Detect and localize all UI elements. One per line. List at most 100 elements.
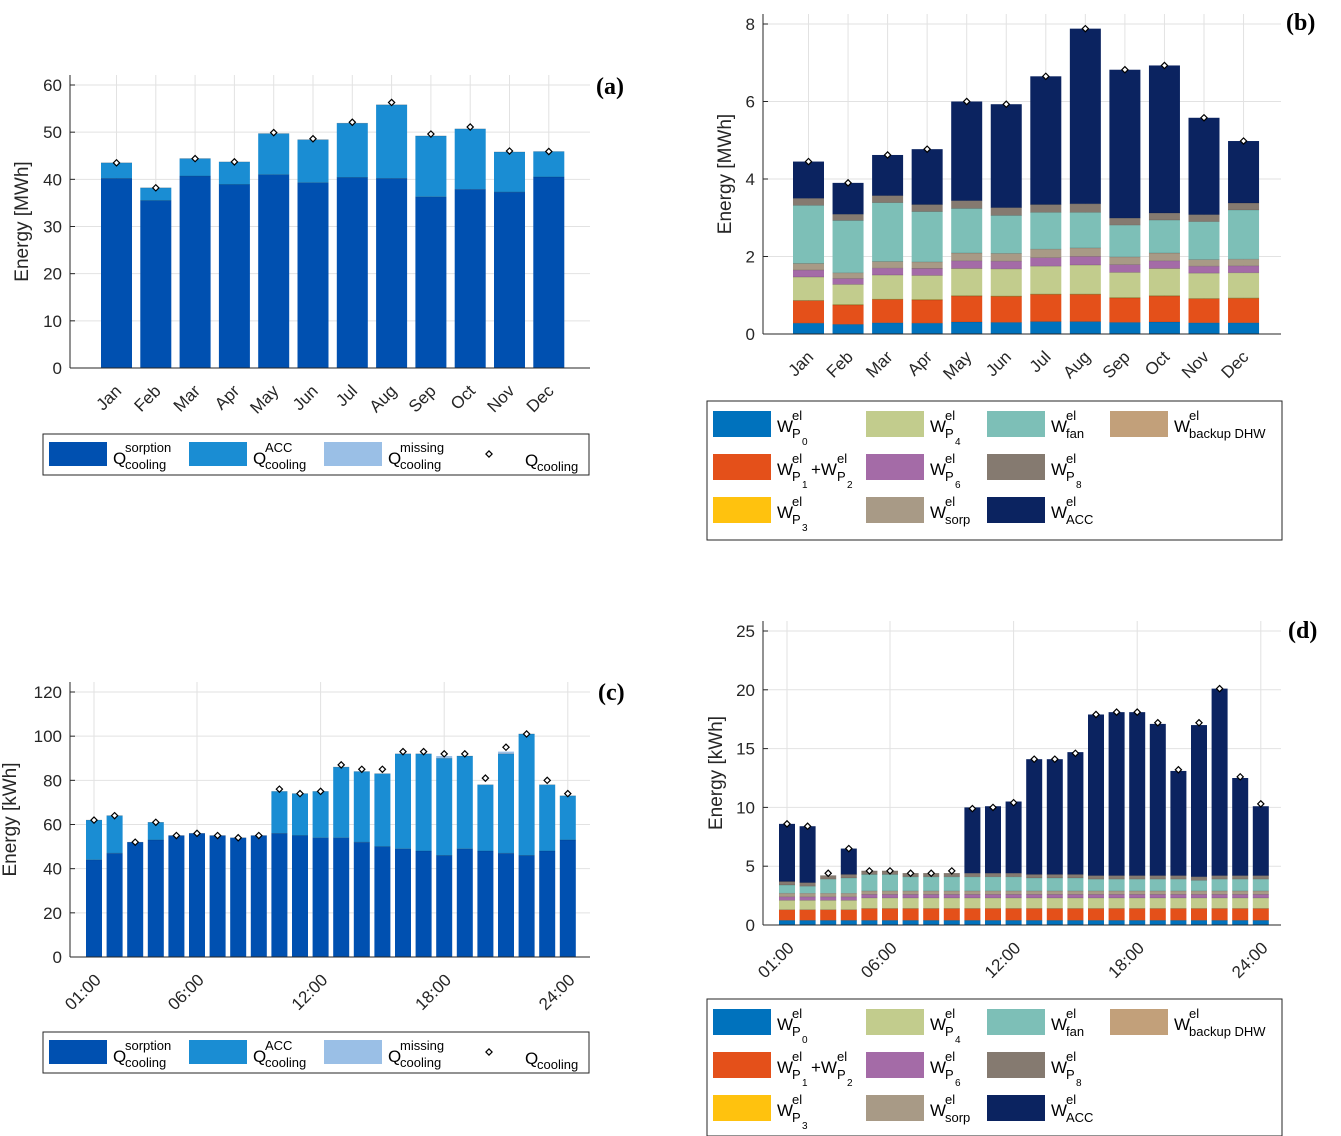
bar-segment <box>1108 879 1125 891</box>
bar-segment <box>1129 712 1146 876</box>
chart-panel-a: 0 10 20 30 40 50 60 Jan Feb Mar Apr May Jun Jul Aug Sep… <box>12 74 624 476</box>
legend-label-sub: P <box>945 426 954 441</box>
bar-segment <box>1108 897 1125 909</box>
total-marker <box>234 833 243 842</box>
bar-segment <box>1026 890 1043 895</box>
bar-segment <box>1108 908 1125 921</box>
bar-segment <box>297 139 329 183</box>
bar-segment <box>1252 920 1269 925</box>
total-marker <box>505 147 514 155</box>
legend-label-sup: sorption <box>125 1038 171 1053</box>
bar-segment <box>376 104 408 179</box>
legend-box <box>42 433 590 476</box>
x-tick-label: 12:00 <box>981 938 1025 982</box>
bar-segment <box>872 322 904 334</box>
total-marker <box>783 819 791 828</box>
bar-segment <box>1211 890 1228 895</box>
bar-segment <box>964 908 981 921</box>
bar-segment <box>333 837 350 957</box>
bar-segment <box>1149 875 1166 880</box>
bar-segment <box>230 837 247 957</box>
x-tick-label: Jul <box>332 381 361 410</box>
total-marker <box>387 98 396 107</box>
bar-segment <box>820 879 837 894</box>
bar-segment <box>353 771 370 843</box>
total-marker <box>1195 718 1203 727</box>
total-marker <box>419 747 428 756</box>
legend-swatch <box>324 442 382 466</box>
bar-segment <box>1046 908 1063 921</box>
bar-segment <box>436 855 453 957</box>
bar-segment <box>1129 894 1146 898</box>
total-marker <box>543 776 552 785</box>
bar-segment <box>923 890 940 895</box>
bar-segment <box>1149 908 1166 921</box>
legend-label-sub: ACC <box>1066 512 1093 527</box>
legend-label-subsub: 3 <box>802 1121 808 1132</box>
bar-segment <box>1109 69 1141 219</box>
legend-label-sub: P <box>792 1024 801 1039</box>
y-tick-label: 4 <box>746 170 755 189</box>
chart-panel-c: 0 20 40 60 80 100 120 01:00 06:00 12:00 18:00 24:00… <box>0 680 625 1074</box>
legend-swatch <box>987 454 1045 480</box>
y-tick-label: 10 <box>736 798 755 817</box>
bar-segment <box>832 272 864 279</box>
bar-segment <box>990 322 1022 334</box>
bar-segment <box>799 886 816 894</box>
bar-segment <box>1005 920 1022 925</box>
bar-segment <box>1030 249 1062 258</box>
total-marker <box>1239 137 1248 145</box>
total-marker <box>112 158 121 167</box>
bar-segment <box>779 885 795 894</box>
total-marker <box>213 831 222 840</box>
bar-segment <box>1170 890 1187 895</box>
bar-segment <box>799 896 816 901</box>
total-marker <box>1256 799 1265 808</box>
bar-segment <box>1232 879 1249 891</box>
bar-segment <box>1170 894 1187 898</box>
bar-segment <box>872 275 904 300</box>
bar-segment <box>179 158 211 177</box>
bar-segment <box>872 154 904 196</box>
legend-label-sup: missing <box>400 1038 444 1053</box>
bar-segment <box>1228 259 1260 266</box>
bar-segment <box>1232 897 1249 909</box>
bar-segment <box>1026 759 1043 875</box>
bar-segment <box>1148 260 1180 269</box>
legend-label: W <box>777 1101 793 1120</box>
bar-segment <box>539 851 556 957</box>
x-tick-label: 24:00 <box>535 970 579 1014</box>
legend-label-subsub: 4 <box>955 437 961 448</box>
x-tick-label: Jun <box>982 347 1015 380</box>
bar-segment <box>1188 322 1220 334</box>
bar-segment <box>1109 218 1141 226</box>
bar-segment <box>964 873 981 877</box>
panel-label: (c) <box>598 680 625 706</box>
bar-segment <box>1232 908 1249 921</box>
legend-label-sub: fan <box>1066 1024 1084 1039</box>
bar-segment <box>902 876 919 891</box>
legend-label-sub: P <box>792 469 801 484</box>
bar-segment <box>1211 688 1228 876</box>
bar-segment <box>1170 875 1187 880</box>
bar-segment <box>1067 877 1084 891</box>
bar-segment <box>820 896 837 901</box>
bar-segment <box>1211 897 1228 909</box>
legend-label-sup: el <box>945 1006 955 1021</box>
legend-label-subsub: 8 <box>1076 480 1082 491</box>
bar-segment <box>1232 894 1249 898</box>
total-marker <box>254 831 263 840</box>
bar-segment <box>820 900 837 910</box>
bar-segment <box>1129 890 1146 895</box>
legend-label-sub: P <box>792 426 801 441</box>
total-marker <box>563 789 572 798</box>
bar-segment <box>218 184 250 368</box>
total-marker <box>804 157 813 166</box>
total-marker <box>1236 772 1245 781</box>
bar-segment <box>1211 908 1228 921</box>
x-tick-label: Sep <box>1099 347 1134 382</box>
bar-segment <box>799 826 816 883</box>
legend-swatch <box>987 1095 1045 1121</box>
total-marker <box>947 866 956 875</box>
